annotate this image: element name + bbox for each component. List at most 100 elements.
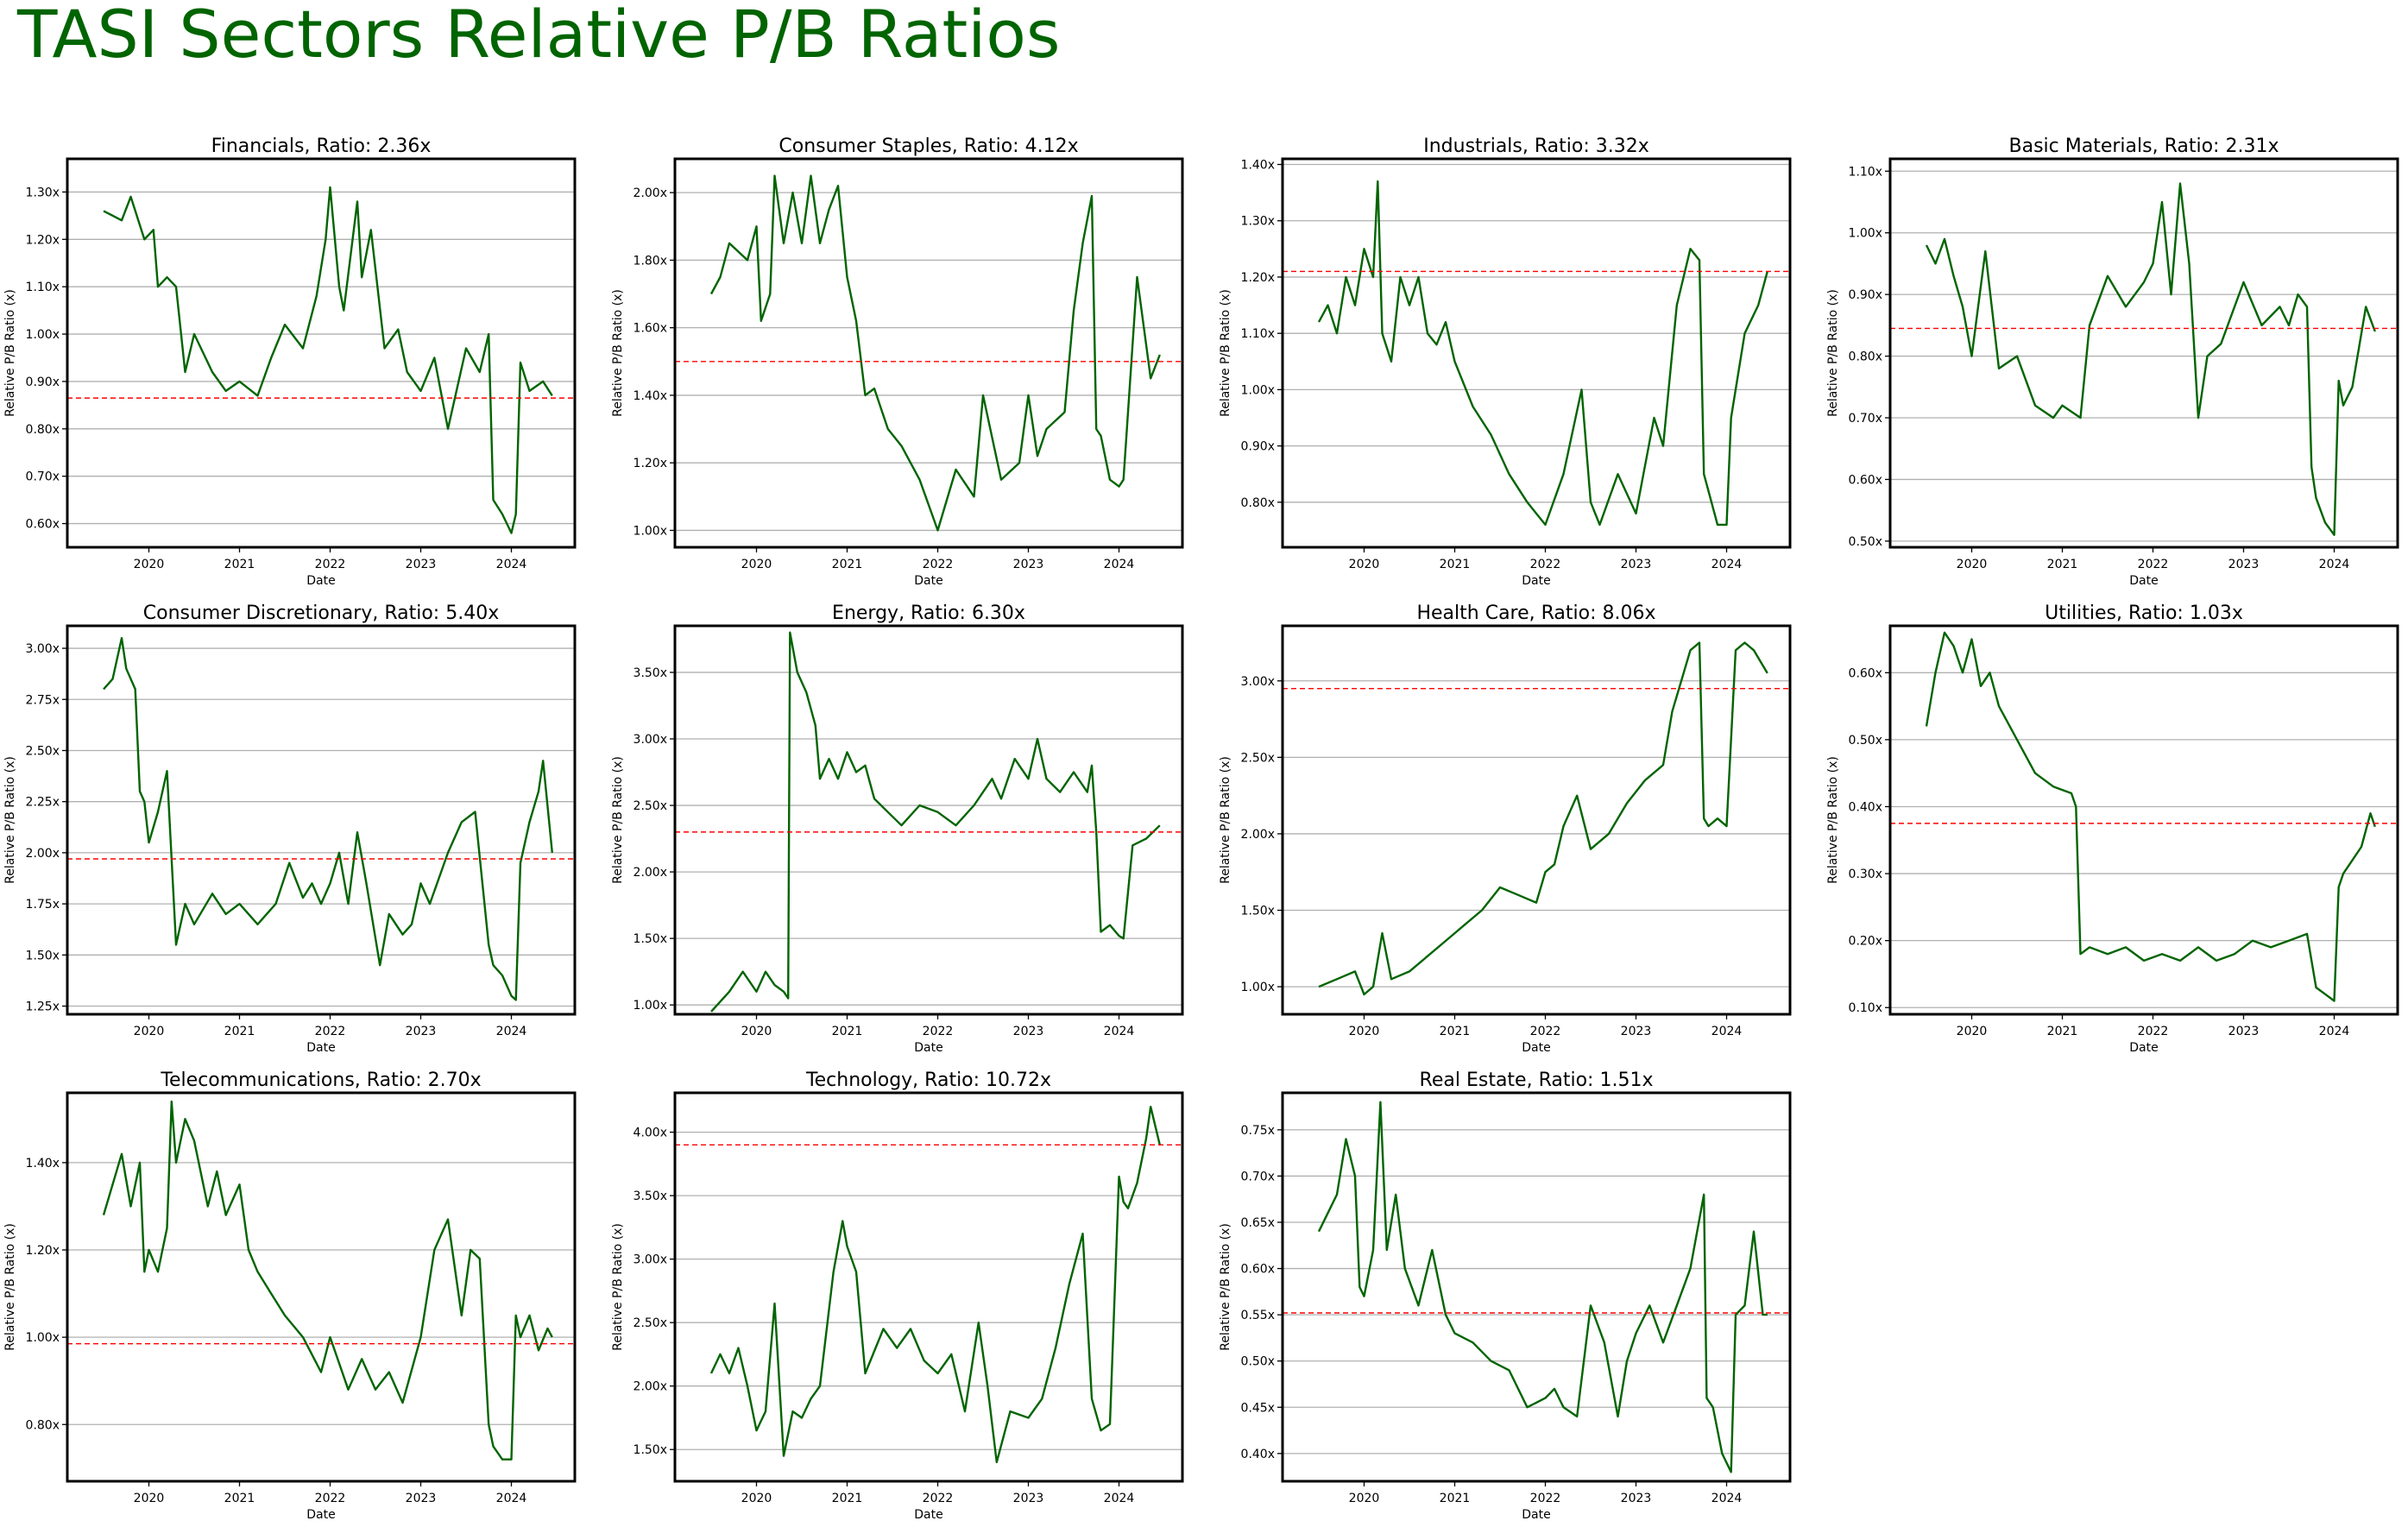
y-tick-label: 1.00x (26, 1331, 60, 1345)
x-tick-label: 2020 (1349, 558, 1380, 571)
x-tick-label: 2024 (1104, 1492, 1135, 1505)
y-axis-label: Relative P/B Ratio (x) (1826, 289, 1840, 417)
plot-frame (66, 1091, 577, 1483)
x-tick-label: 2021 (1440, 1025, 1471, 1038)
y-tick-label: 3.50x (634, 1189, 667, 1203)
y-tick-label: 1.50x (634, 932, 667, 946)
chart-panel: 0.80x 1.00x 1.20x 1.40x 2020 2021 2022 2023 2024… (3, 1070, 577, 1522)
y-tick-label: 0.55x (1241, 1309, 1275, 1322)
x-axis-label: Date (2129, 1041, 2158, 1055)
y-tick-label: 0.50x (1849, 535, 1882, 549)
x-tick-label: 2022 (2138, 1025, 2169, 1038)
y-tick-label: 1.40x (1241, 159, 1275, 173)
y-tick-label: 1.30x (26, 186, 60, 199)
y-tick-label: 1.20x (26, 233, 60, 247)
y-tick-label: 2.00x (634, 866, 667, 880)
y-axis-label: Relative P/B Ratio (x) (1219, 1223, 1232, 1351)
x-tick-label: 2024 (496, 1492, 527, 1505)
chart-panel: 0.60x 0.70x 0.80x 0.90x 1.00x 1.10x 1.20x 1.30x… (3, 136, 577, 588)
series-line (103, 186, 553, 534)
chart-panel: 1.00x 1.50x 2.00x 2.50x 3.00x 2020 2021 2022 202… (1219, 603, 1792, 1055)
y-tick-label: 0.75x (1241, 1124, 1275, 1138)
plot-frame (673, 157, 1184, 549)
y-tick-label: 4.00x (634, 1126, 667, 1140)
y-tick-label: 0.60x (1241, 1263, 1275, 1277)
series-line (102, 1100, 553, 1461)
series-line (1925, 631, 2376, 1002)
plot-frame (673, 624, 1184, 1016)
x-tick-label: 2022 (315, 1492, 346, 1505)
x-axis-label: Date (1522, 1041, 1550, 1055)
x-tick-label: 2021 (832, 1492, 863, 1505)
x-tick-label: 2023 (1013, 558, 1044, 571)
x-tick-label: 2023 (1621, 1492, 1652, 1505)
x-axis-label: Date (1522, 1508, 1550, 1522)
y-axis-label: Relative P/B Ratio (x) (1826, 756, 1840, 884)
y-tick-label: 0.80x (1849, 350, 1882, 364)
y-tick-label: 2.75x (26, 693, 60, 707)
y-tick-label: 0.70x (1849, 412, 1882, 426)
x-tick-label: 2022 (315, 558, 346, 571)
y-tick-label: 2.50x (26, 744, 60, 758)
x-tick-label: 2020 (134, 558, 165, 571)
x-tick-label: 2020 (741, 558, 772, 571)
y-tick-label: 1.00x (634, 999, 667, 1013)
chart-panel: 1.25x 1.50x 1.75x 2.00x 2.25x 2.50x 2.75x 3.00x… (3, 603, 577, 1055)
x-tick-label: 2024 (1104, 558, 1135, 571)
x-tick-label: 2021 (832, 558, 863, 571)
x-tick-label: 2020 (134, 1492, 165, 1505)
y-tick-label: 0.90x (26, 375, 60, 389)
y-tick-label: 2.00x (26, 847, 60, 861)
x-tick-label: 2020 (1957, 558, 1988, 571)
x-tick-label: 2021 (832, 1025, 863, 1038)
x-tick-label: 2023 (2228, 1025, 2260, 1038)
y-tick-label: 0.80x (26, 423, 60, 437)
x-tick-label: 2021 (224, 1492, 255, 1505)
x-axis-label: Date (2129, 574, 2158, 588)
y-tick-label: 1.00x (1241, 981, 1275, 994)
chart-panel: 0.80x 0.90x 1.00x 1.10x 1.20x 1.30x 1.40x 2020 2… (1219, 136, 1792, 588)
y-tick-label: 1.10x (1241, 327, 1275, 341)
chart-title: Consumer Staples, Ratio: 4.12x (779, 136, 1078, 157)
y-tick-label: 1.40x (26, 1157, 60, 1170)
x-tick-label: 2021 (1440, 1492, 1471, 1505)
y-tick-label: 1.10x (1849, 165, 1882, 179)
x-tick-label: 2024 (1104, 1025, 1135, 1038)
series-line (709, 1106, 1161, 1464)
y-axis-label: Relative P/B Ratio (x) (611, 756, 625, 884)
y-tick-label: 3.00x (634, 1253, 667, 1267)
x-tick-label: 2022 (923, 1492, 954, 1505)
x-tick-label: 2020 (741, 1492, 772, 1505)
y-tick-label: 2.00x (1241, 828, 1275, 842)
x-tick-label: 2020 (134, 1025, 165, 1038)
y-tick-label: 2.50x (1241, 751, 1275, 765)
y-tick-label: 1.00x (26, 328, 60, 342)
x-tick-label: 2021 (2047, 1025, 2078, 1038)
y-tick-label: 3.00x (1241, 675, 1275, 689)
chart-title: Consumer Discretionary, Ratio: 5.40x (143, 603, 499, 624)
y-tick-label: 1.30x (1241, 215, 1275, 229)
y-tick-label: 1.50x (634, 1443, 667, 1457)
x-tick-label: 2020 (1349, 1492, 1380, 1505)
y-tick-label: 3.00x (26, 642, 60, 656)
series-line (1925, 182, 2376, 536)
x-tick-label: 2022 (1530, 1492, 1561, 1505)
y-tick-label: 0.70x (1241, 1170, 1275, 1183)
x-tick-label: 2022 (923, 558, 954, 571)
y-tick-label: 0.90x (1241, 440, 1275, 454)
series-line (1317, 180, 1768, 527)
y-tick-label: 0.10x (1849, 1001, 1882, 1015)
y-tick-label: 1.50x (1241, 905, 1275, 918)
chart-title: Telecommunications, Ratio: 2.70x (160, 1070, 481, 1091)
x-tick-label: 2024 (2319, 558, 2350, 571)
plot-frame (66, 624, 577, 1016)
x-tick-label: 2023 (1013, 1025, 1044, 1038)
chart-panel: 1.50x 2.00x 2.50x 3.00x 3.50x 4.00x 2020 2021 20… (611, 1070, 1184, 1522)
x-tick-label: 2023 (1621, 558, 1652, 571)
y-tick-label: 0.80x (26, 1418, 60, 1432)
series-line (709, 174, 1161, 532)
y-tick-label: 1.20x (634, 457, 667, 470)
x-tick-label: 2020 (1349, 1025, 1380, 1038)
x-tick-label: 2024 (496, 1025, 527, 1038)
